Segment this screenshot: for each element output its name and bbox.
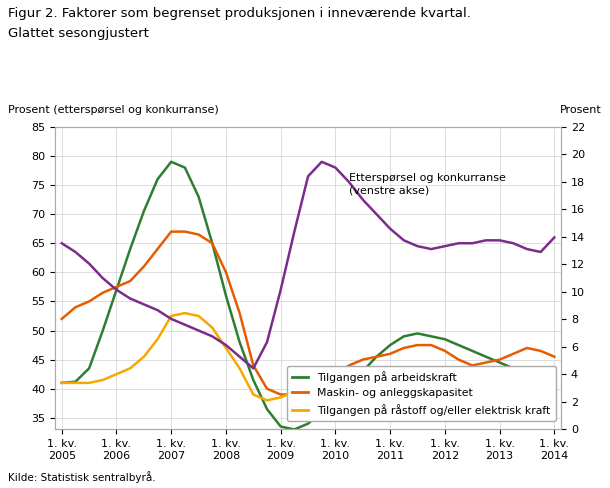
Text: Prosent (etterspørsel og konkurranse): Prosent (etterspørsel og konkurranse): [8, 105, 218, 115]
Text: Kilde: Statistisk sentralbyrå.: Kilde: Statistisk sentralbyrå.: [8, 471, 156, 483]
Text: Figur 2. Faktorer som begrenset produksjonen i inneværende kvartal.: Figur 2. Faktorer som begrenset produksj…: [8, 7, 471, 20]
Text: Glattet sesongjustert: Glattet sesongjustert: [8, 27, 149, 40]
Text: Prosent: Prosent: [561, 105, 602, 115]
Text: Etterspørsel og konkurranse
(venstre akse): Etterspørsel og konkurranse (venstre aks…: [349, 173, 506, 195]
Legend: Tilgangen på arbeidskraft, Maskin- og anleggskapasitet, Tilgangen på råstoff og/: Tilgangen på arbeidskraft, Maskin- og an…: [287, 366, 556, 421]
